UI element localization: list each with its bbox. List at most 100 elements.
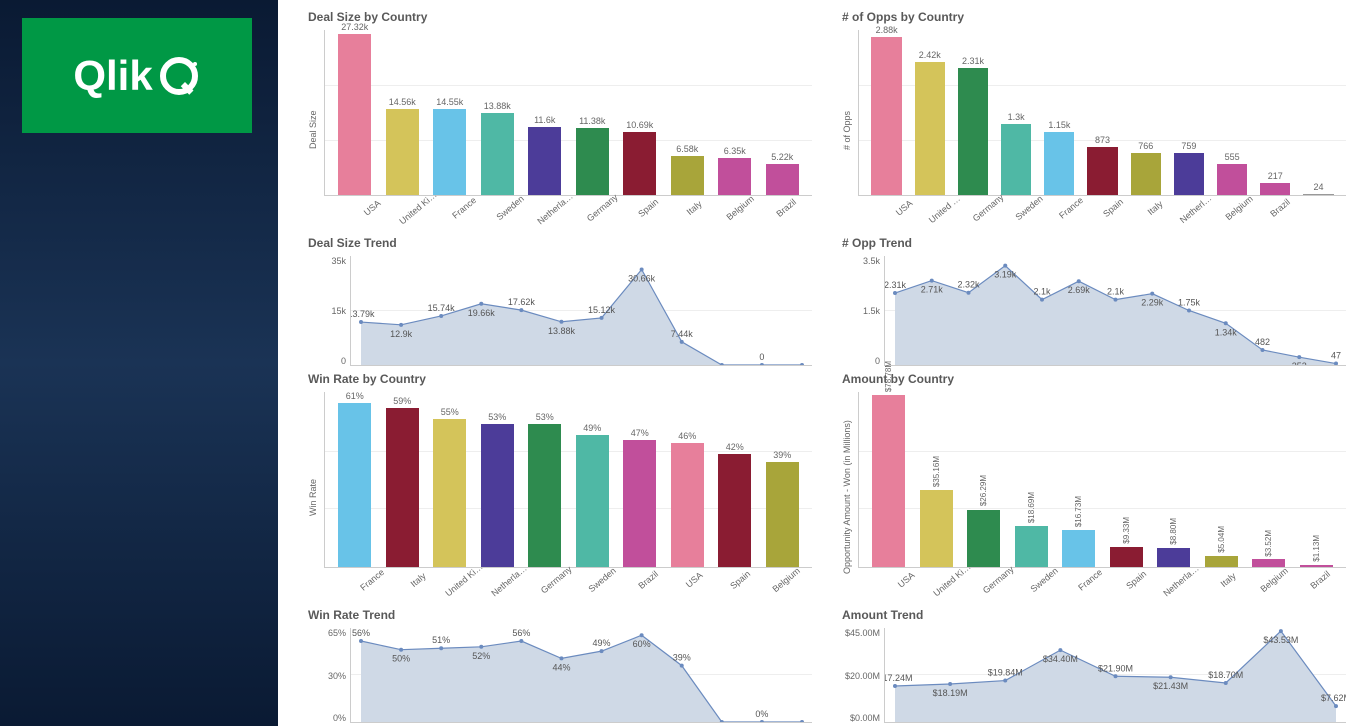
bar[interactable]: 47% xyxy=(616,392,664,567)
bar[interactable]: $78.78M xyxy=(865,392,913,567)
bar[interactable]: 759 xyxy=(1167,30,1210,195)
svg-text:50%: 50% xyxy=(392,654,410,664)
svg-text:$43.53M: $43.53M xyxy=(1263,635,1298,645)
bar[interactable]: $16.73M xyxy=(1055,392,1103,567)
chart-body: Opportunity Amount - Won (in Millions)$7… xyxy=(842,392,1346,602)
bar-value-label: 49% xyxy=(583,423,601,433)
bar[interactable]: 59% xyxy=(379,392,427,567)
bar[interactable]: 61% xyxy=(331,392,379,567)
bar-value-label: 759 xyxy=(1181,141,1196,151)
bar[interactable]: 2.42k xyxy=(908,30,951,195)
chart-title: Deal Size by Country xyxy=(308,10,812,24)
svg-text:2.29k: 2.29k xyxy=(1141,298,1164,308)
svg-text:47: 47 xyxy=(1331,351,1341,361)
chart-amount-trend[interactable]: Amount Trend$45.00M$20.00M$0.00M$17.24M$… xyxy=(842,608,1346,723)
bar[interactable]: $1.13M xyxy=(1293,392,1341,567)
bar-value-label: $8.80M xyxy=(1169,518,1178,545)
bar-value-label: 2.31k xyxy=(962,56,984,66)
bar[interactable]: 24 xyxy=(1297,30,1340,195)
bar[interactable]: 1.15k xyxy=(1038,30,1081,195)
svg-text:2.69k: 2.69k xyxy=(1068,285,1091,295)
bar-value-label: 6.58k xyxy=(676,144,698,154)
chart-title: Amount by Country xyxy=(842,372,1346,386)
bar[interactable]: 555 xyxy=(1211,30,1254,195)
svg-text:$7.62M: $7.62M xyxy=(1321,693,1346,703)
chart-title: Win Rate by Country xyxy=(308,372,812,386)
chart-amount-by-country[interactable]: Amount by Country Opportunity Amount - Wo… xyxy=(842,372,1346,602)
bar-value-label: 53% xyxy=(536,412,554,422)
bar-value-label: 46% xyxy=(678,431,696,441)
bar-value-label: 13.88k xyxy=(484,101,511,111)
bar[interactable]: $35.16M xyxy=(913,392,961,567)
bar[interactable]: 14.56k xyxy=(379,30,427,195)
chart-deal-size-trend[interactable]: Deal Size Trend35k15k013.79k12.9k15.74k1… xyxy=(308,236,812,366)
chart-title: Win Rate Trend xyxy=(308,608,812,622)
bar[interactable]: 13.88k xyxy=(474,30,522,195)
bar[interactable]: $3.52M xyxy=(1245,392,1293,567)
chart-body: 65%30%0%56%50%51%52%56%44%49%60%39%0%0% xyxy=(308,628,812,723)
bar[interactable]: 217 xyxy=(1254,30,1297,195)
chart-deal-size-by-country[interactable]: Deal Size by CountryDeal Size27.32k14.56… xyxy=(308,10,812,230)
svg-text:13.88k: 13.88k xyxy=(548,326,576,336)
bar[interactable]: 11.38k xyxy=(569,30,617,195)
bar[interactable]: $18.69M xyxy=(1008,392,1056,567)
bar[interactable]: 6.35k xyxy=(711,30,759,195)
bar[interactable]: 873 xyxy=(1081,30,1124,195)
bar[interactable]: 27.32k xyxy=(331,30,379,195)
bar[interactable]: 10.69k xyxy=(616,30,664,195)
bar[interactable]: 14.55k xyxy=(426,30,474,195)
bar-value-label: 766 xyxy=(1138,141,1153,151)
svg-text:7.44k: 7.44k xyxy=(671,329,694,339)
app-root: Qlik Deal Size by CountryDeal Size27.32k… xyxy=(0,0,1370,726)
bar-value-label: 11.38k xyxy=(579,116,605,126)
y-axis-ticks: 65%30%0% xyxy=(308,628,350,723)
bar[interactable]: 2.31k xyxy=(951,30,994,195)
svg-text:60%: 60% xyxy=(633,639,651,649)
brand-q-icon xyxy=(157,54,201,98)
chart-body: $45.00M$20.00M$0.00M$17.24M$18.19M$19.84… xyxy=(842,628,1346,723)
y-axis-ticks: 3.5k1.5k0 xyxy=(842,256,884,366)
svg-text:17.62k: 17.62k xyxy=(508,297,536,307)
bar-value-label: $5.04M xyxy=(1217,526,1226,553)
bar-value-label: 59% xyxy=(393,396,411,406)
bar-value-label: $9.33M xyxy=(1122,517,1131,544)
bar[interactable]: 49% xyxy=(569,392,617,567)
svg-text:49%: 49% xyxy=(593,638,611,648)
bar[interactable]: $26.29M xyxy=(960,392,1008,567)
svg-text:51%: 51% xyxy=(432,635,450,645)
chart-win-rate-trend[interactable]: Win Rate Trend65%30%0%56%50%51%52%56%44%… xyxy=(308,608,812,723)
chart-win-rate-by-country[interactable]: Win Rate by CountryWin Rate61%59%55%53%5… xyxy=(308,372,812,602)
bar[interactable]: 55% xyxy=(426,392,474,567)
svg-text:52%: 52% xyxy=(472,651,490,661)
bar[interactable]: 6.58k xyxy=(664,30,712,195)
bar-value-label: 47% xyxy=(631,428,649,438)
bar[interactable]: 1.3k xyxy=(995,30,1038,195)
svg-text:$18.19M: $18.19M xyxy=(933,688,968,698)
bar[interactable]: 5.22k xyxy=(759,30,807,195)
chart-body: 3.5k1.5k02.31k2.71k2.32k3.19k2.1k2.69k2.… xyxy=(842,256,1346,366)
bar-value-label: 14.55k xyxy=(436,97,463,107)
bar[interactable]: 42% xyxy=(711,392,759,567)
bar-value-label: $1.13M xyxy=(1312,535,1321,562)
svg-text:15.74k: 15.74k xyxy=(428,303,456,313)
bar[interactable]: 766 xyxy=(1124,30,1167,195)
svg-text:1.34k: 1.34k xyxy=(1215,327,1238,337)
chart-title: # of Opps by Country xyxy=(842,10,1346,24)
chart-opp-trend[interactable]: # Opp Trend3.5k1.5k02.31k2.71k2.32k3.19k… xyxy=(842,236,1346,366)
bar[interactable]: 46% xyxy=(664,392,712,567)
bar[interactable]: 53% xyxy=(521,392,569,567)
plot-area: $17.24M$18.19M$19.84M$34.40M$21.90M$21.4… xyxy=(884,628,1346,723)
bar-value-label: 5.22k xyxy=(771,152,793,162)
plot-area: 61%59%55%53%53%49%47%46%42%39% xyxy=(324,392,812,568)
bar[interactable]: 2.88k xyxy=(865,30,908,195)
chart-opps-by-country[interactable]: # of Opps by Country# of Opps2.88k2.42k2… xyxy=(842,10,1346,230)
bar[interactable]: 39% xyxy=(759,392,807,567)
svg-text:2.1k: 2.1k xyxy=(1107,287,1125,297)
bar[interactable]: $8.80M xyxy=(1150,392,1198,567)
bar-value-label: 873 xyxy=(1095,135,1110,145)
bar[interactable]: $9.33M xyxy=(1103,392,1151,567)
bar[interactable]: 11.6k xyxy=(521,30,569,195)
y-axis-ticks: 35k15k0 xyxy=(308,256,350,366)
bar[interactable]: $5.04M xyxy=(1198,392,1246,567)
bar[interactable]: 53% xyxy=(474,392,522,567)
